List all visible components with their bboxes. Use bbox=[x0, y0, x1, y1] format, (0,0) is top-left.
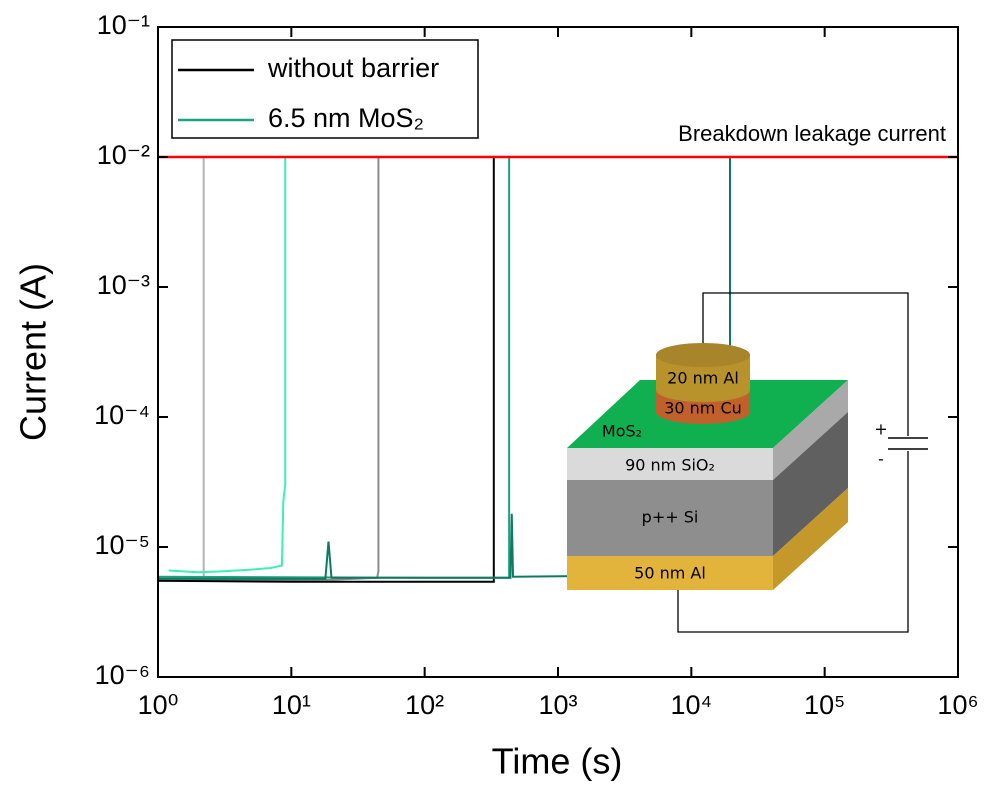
inset-label: 30 nm Cu bbox=[664, 399, 742, 418]
si-side bbox=[773, 412, 848, 556]
sio2-side bbox=[773, 380, 848, 480]
legend-label: without barrier bbox=[267, 53, 439, 83]
device-inset: 20 nm Al 30 nm Cu MoS₂ 90 nm SiO₂ p++ Si… bbox=[567, 292, 928, 633]
y-tick-label: 10⁻² bbox=[97, 140, 150, 170]
plot-area bbox=[157, 155, 958, 583]
x-tick-label: 10⁵ bbox=[804, 690, 845, 720]
x-axis-label: Time (s) bbox=[492, 741, 623, 782]
wire bbox=[677, 451, 909, 633]
y-tick-label: 10⁻³ bbox=[97, 270, 150, 300]
series-line bbox=[157, 157, 511, 579]
legend-label: 6.5 nm MoS₂ bbox=[268, 103, 424, 133]
inset-label: - bbox=[878, 450, 884, 469]
inset-label: 20 nm Al bbox=[667, 369, 739, 388]
inset-label: p++ Si bbox=[642, 508, 699, 527]
inset-label: 90 nm SiO₂ bbox=[625, 456, 715, 475]
x-tick-label: 10⁰ bbox=[138, 690, 179, 720]
al-side bbox=[773, 488, 848, 590]
reference-label: Breakdown leakage current bbox=[678, 121, 946, 146]
y-tick-label: 10⁻⁶ bbox=[95, 660, 150, 690]
series-line bbox=[168, 157, 287, 574]
sio2-layer bbox=[567, 448, 773, 480]
inset-label: 50 nm Al bbox=[634, 564, 706, 583]
x-tick-label: 10⁴ bbox=[671, 690, 713, 720]
x-tick-label: 10³ bbox=[538, 690, 577, 720]
y-tick-label: 10⁻¹ bbox=[97, 10, 150, 40]
inset-label: + bbox=[874, 420, 887, 439]
x-tick-label: 10⁶ bbox=[937, 690, 978, 720]
contact-top bbox=[656, 343, 750, 367]
x-tick-label: 10¹ bbox=[272, 690, 311, 720]
series-line bbox=[157, 157, 495, 583]
series-line bbox=[158, 157, 205, 579]
y-axis-label: Current (A) bbox=[13, 263, 54, 441]
y-tick-label: 10⁻⁴ bbox=[94, 400, 150, 430]
series-line bbox=[157, 157, 380, 582]
legend-box bbox=[171, 39, 479, 139]
inset-label: MoS₂ bbox=[602, 422, 642, 441]
wire bbox=[702, 292, 909, 436]
x-tick-label: 10² bbox=[405, 690, 444, 720]
al-layer bbox=[567, 556, 773, 590]
y-tick-label: 10⁻⁵ bbox=[95, 530, 150, 560]
si-layer bbox=[567, 480, 773, 556]
al-contact bbox=[656, 355, 750, 402]
